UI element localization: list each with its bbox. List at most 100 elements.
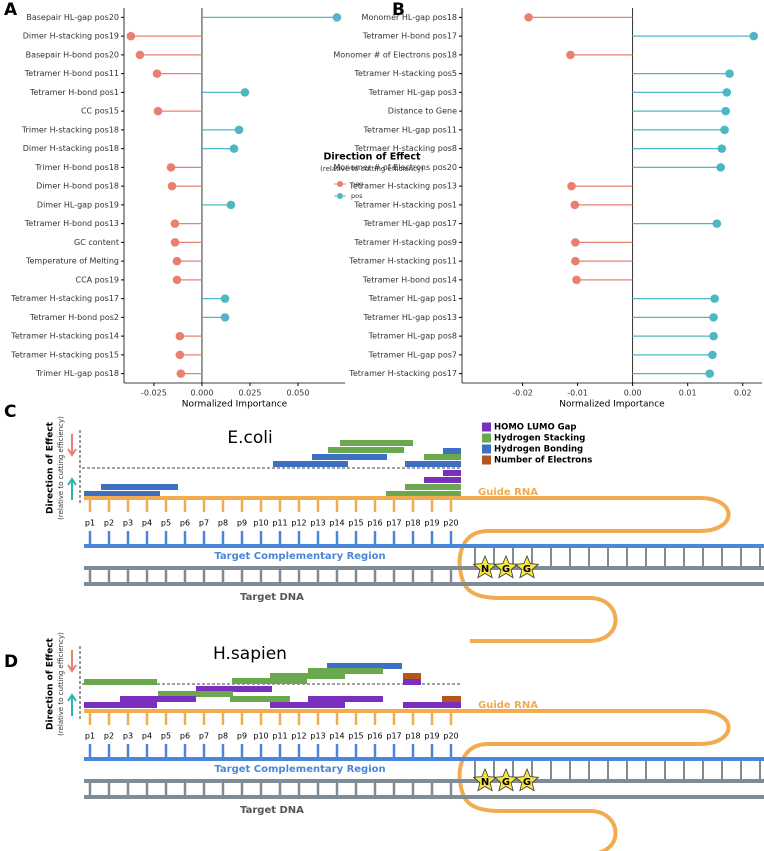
position-label: p8 [218,519,228,528]
position-label: p16 [367,732,382,741]
feature-label: Hydrogen Bonding [494,445,583,455]
category-label: Basepair HL-gap pos20 [26,13,119,22]
feature-bar [340,440,413,446]
pam-star [514,767,540,792]
position-label: p1 [85,519,95,528]
position-label: p1 [85,732,95,741]
dot [166,163,176,172]
x-tick-label: 0.00 [624,389,642,398]
pam-base: G [502,777,510,788]
pam-base: G [502,564,510,575]
position-label: p2 [104,519,114,528]
category-label: Tetramer HL-gap pos8 [368,332,457,341]
dot [153,106,163,116]
legend-key [337,181,343,187]
axis-title: Direction of Effect [46,637,56,730]
category-label: Tetramer H-stacking pos13 [348,182,457,191]
feature-bar [273,461,348,467]
category-label: CC pos15 [81,107,119,116]
arrow-down [67,650,77,673]
x-axis-title: Normalized Importance [559,400,665,410]
position-label: p3 [123,732,133,741]
feature-bar [84,491,160,497]
feature-bar [84,702,157,708]
category-label: Monomer # of Electrons pos18 [333,50,457,59]
dot [226,200,236,210]
feature-bar [230,696,290,702]
dot [709,331,718,341]
pam-star [514,554,540,579]
feature-bar [403,702,461,708]
dot [220,294,230,303]
category-label: Tetramer H-bond pos17 [362,32,457,41]
feature-bar [308,668,383,674]
position-label: p6 [180,519,190,528]
category-label: Trimer H-stacking pos18 [21,125,119,134]
x-tick-label: -0.01 [567,389,588,398]
feature-bar [442,696,461,702]
axis-subtitle: (relative to cutting efficiency) [57,632,65,736]
position-label: p9 [237,732,247,741]
feature-label: Hydrogen Stacking [494,434,585,444]
pam-base: G [523,564,531,575]
dot [717,144,727,153]
dot [220,313,230,322]
dot [708,350,717,360]
position-label: p13 [310,732,325,741]
feature-bar [232,678,307,684]
feature-bar [443,448,461,454]
x-axis-title: Normalized Importance [182,400,288,410]
arrow-up [67,477,77,500]
position-label: p18 [405,732,420,741]
position-label: p5 [161,732,171,741]
dot [170,238,180,247]
x-tick-label: 0.02 [734,389,752,398]
feature-bar [443,470,461,476]
feature-bar [424,454,461,460]
dot [175,331,185,341]
dot [167,181,177,191]
dot [712,219,722,228]
dot [172,256,182,266]
region-label: Target Complementary Region [214,764,385,775]
position-label: p15 [348,732,363,741]
category-label: Dimer H-stacking pos19 [23,32,119,41]
position-label: p5 [161,519,171,528]
legend-label: pos [351,192,363,200]
feature-bar [405,484,461,490]
feature-bar [312,454,387,460]
arrow-up [67,693,77,716]
panel-label: D [4,652,18,672]
category-label: Distance to Gene [388,107,457,116]
position-label: p11 [272,519,287,528]
position-label: p16 [367,519,382,528]
legend-swatch [482,455,491,465]
position-label: p18 [405,519,420,528]
dot [710,294,719,303]
dot [722,88,732,97]
position-label: p12 [291,519,306,528]
feature-label: HOMO LUMO Gap [494,423,576,433]
legend-subtitle: (relative to cutting efficiency) [320,165,424,173]
dot [524,13,533,22]
dot [135,50,145,60]
position-label: p4 [142,732,152,741]
position-label: p9 [237,519,247,528]
dot [749,31,759,41]
x-tick-label: -0.02 [512,389,533,398]
feature-bar [120,696,196,702]
position-label: p17 [386,732,401,741]
dot [175,350,185,360]
dot [240,88,250,97]
dot [229,144,239,153]
feature-bar [158,691,233,697]
dot [126,31,136,41]
feature-bar [84,679,157,685]
dot [716,163,726,172]
category-label: Tetramer H-stacking pos17 [10,294,119,303]
category-label: CCA pos19 [75,275,119,284]
arrow-down [67,434,77,457]
category-label: Tetramer H-stacking pos14 [10,332,119,341]
dot [172,275,182,285]
